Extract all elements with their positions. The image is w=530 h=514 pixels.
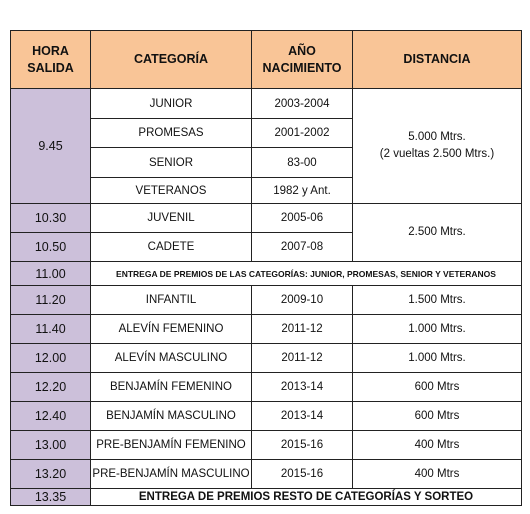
distancia-cell: 400 Mtrs [352, 459, 522, 489]
table-row: 10.30 JUVENIL 2005-06 2.500 Mtrs. [10, 203, 522, 262]
table-row: 10.50 CADETE 2007-08 [10, 232, 522, 262]
table-row: 13.00 PRE-BENJAMÍN FEMENINO 2015-16 400 … [10, 430, 522, 460]
hora-cell: 12.40 [10, 401, 91, 431]
categoria-cell: ALEVÍN MASCULINO [90, 343, 252, 373]
hora-cell: 13.20 [10, 459, 91, 489]
ano-cell: 2007-08 [251, 232, 353, 262]
hora-cell: 10.50 [10, 232, 91, 262]
ano-cell: 2013-14 [251, 401, 353, 431]
categoria-cell: CADETE [90, 232, 252, 262]
table-row: 11.40 ALEVÍN FEMENINO 2011-12 1.000 Mtrs… [10, 314, 522, 344]
hora-cell: 12.00 [10, 343, 91, 373]
distancia-cell: 2.500 Mtrs. [352, 203, 522, 262]
ano-cell: 2003-2004 [251, 88, 353, 119]
categoria-cell: PROMESAS [90, 118, 252, 148]
ano-cell: 83-00 [251, 147, 353, 178]
header-hora-line2: SALIDA [27, 60, 74, 75]
categoria-cell: JUVENIL [90, 203, 252, 233]
awards-row: 13.35 ENTREGA DE PREMIOS RESTO DE CATEGO… [10, 488, 522, 506]
distancia-cell: 400 Mtrs [352, 430, 522, 460]
distancia-cell: 600 Mtrs [352, 401, 522, 431]
table-row: 9.45 JUNIOR 2003-2004 5.000 Mtrs. (2 vue… [10, 88, 522, 204]
schedule-table: HORA SALIDA CATEGORÍA AÑO NACIMIENTO DIS… [10, 30, 522, 506]
hora-cell: 10.30 [10, 203, 91, 233]
table-row: 12.40 BENJAMÍN MASCULINO 2013-14 600 Mtr… [10, 401, 522, 431]
ano-cell: 2011-12 [251, 343, 353, 373]
header-ano-line1: AÑO [288, 43, 316, 58]
ano-cell: 2015-16 [251, 459, 353, 489]
distancia-cell: 1.000 Mtrs. [352, 343, 522, 373]
categoria-cell: SENIOR [90, 147, 252, 178]
ano-cell: 2013-14 [251, 372, 353, 402]
categoria-cell: ALEVÍN FEMENINO [90, 314, 252, 344]
awards-note: ENTREGA DE PREMIOS RESTO DE CATEGORÍAS Y… [90, 488, 522, 506]
hora-cell: 11.20 [10, 285, 91, 315]
hora-cell: 13.00 [10, 430, 91, 460]
categoria-cell: VETERANOS [90, 177, 252, 204]
categoria-cell: BENJAMÍN MASCULINO [90, 401, 252, 431]
distancia-cell: 1.000 Mtrs. [352, 314, 522, 344]
header-hora-line1: HORA [32, 43, 69, 58]
distancia-line1: 5.000 Mtrs. [408, 131, 466, 143]
distancia-cell: 5.000 Mtrs. (2 vueltas 2.500 Mtrs.) [352, 88, 522, 204]
categoria-cell: PRE-BENJAMÍN MASCULINO [90, 459, 252, 489]
ano-cell: 1982 y Ant. [251, 177, 353, 204]
table-row: 12.00 ALEVÍN MASCULINO 2011-12 1.000 Mtr… [10, 343, 522, 373]
categoria-cell: INFANTIL [90, 285, 252, 315]
hora-cell: 12.20 [10, 372, 91, 402]
hora-cell: 13.35 [10, 488, 91, 506]
header-distancia: DISTANCIA [352, 30, 522, 89]
categoria-cell: PRE-BENJAMÍN FEMENINO [90, 430, 252, 460]
ano-cell: 2009-10 [251, 285, 353, 315]
distancia-line2: (2 vueltas 2.500 Mtrs.) [379, 148, 495, 160]
distancia-cell: 600 Mtrs [352, 372, 522, 402]
ano-cell: 2001-2002 [251, 118, 353, 148]
table-row: 11.20 INFANTIL 2009-10 1.500 Mtrs. [10, 285, 522, 315]
header-ano-line2: NACIMIENTO [262, 60, 342, 75]
ano-cell: 2005-06 [251, 203, 353, 233]
ano-cell: 2015-16 [251, 430, 353, 460]
table-row: PROMESAS 2001-2002 [11, 118, 522, 148]
header-hora-salida: HORA SALIDA [10, 30, 91, 89]
distancia-cell: 1.500 Mtrs. [352, 285, 522, 315]
awards-note: ENTREGA DE PREMIOS DE LAS CATEGORÍAS: JU… [90, 261, 522, 286]
table-row: SENIOR 83-00 [11, 147, 522, 178]
table-row: 13.20 PRE-BENJAMÍN MASCULINO 2015-16 400… [10, 459, 522, 489]
table-row: VETERANOS 1982 y Ant. [11, 177, 522, 204]
header-categoria: CATEGORÍA [90, 30, 252, 89]
hora-cell: 9.45 [10, 88, 91, 204]
categoria-cell: JUNIOR [90, 88, 252, 119]
header-ano-nacimiento: AÑO NACIMIENTO [251, 30, 353, 89]
awards-row: 11.00 ENTREGA DE PREMIOS DE LAS CATEGORÍ… [10, 261, 522, 286]
header-row: HORA SALIDA CATEGORÍA AÑO NACIMIENTO DIS… [10, 30, 522, 89]
categoria-cell: BENJAMÍN FEMENINO [90, 372, 252, 402]
hora-cell: 11.00 [10, 261, 91, 286]
hora-cell: 11.40 [10, 314, 91, 344]
ano-cell: 2011-12 [251, 314, 353, 344]
table-row: 12.20 BENJAMÍN FEMENINO 2013-14 600 Mtrs [10, 372, 522, 402]
